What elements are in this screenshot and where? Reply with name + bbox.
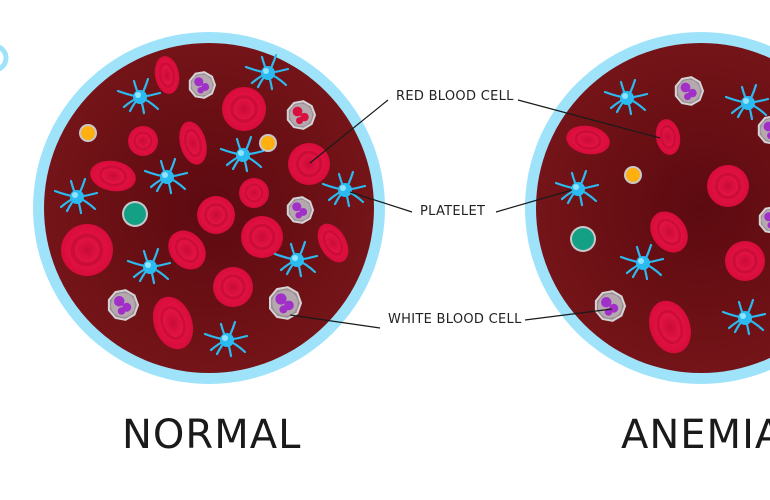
red-blood-cell bbox=[128, 126, 158, 156]
label-white-blood-cell: WHITE BLOOD CELL bbox=[388, 312, 522, 327]
leader-line bbox=[349, 191, 413, 213]
red-blood-cell bbox=[179, 121, 207, 165]
red-blood-cell bbox=[241, 216, 283, 258]
red-blood-cell bbox=[649, 300, 691, 354]
title-anemia: ANEMIA bbox=[621, 412, 770, 458]
granule-cell bbox=[259, 134, 277, 152]
leader-line bbox=[289, 314, 381, 329]
red-blood-cell bbox=[317, 223, 349, 263]
white-blood-cell bbox=[594, 290, 627, 322]
red-blood-cell bbox=[90, 160, 136, 192]
platelet bbox=[273, 240, 319, 278]
leader-line bbox=[495, 189, 573, 213]
normal-blood-sample bbox=[33, 32, 385, 384]
red-blood-cell bbox=[655, 119, 681, 155]
platelet bbox=[143, 157, 189, 195]
red-blood-cell bbox=[152, 296, 194, 350]
granule-cell bbox=[79, 124, 97, 142]
red-blood-cell bbox=[213, 267, 253, 307]
red-blood-cell bbox=[197, 196, 235, 234]
white-blood-cell bbox=[757, 115, 770, 145]
red-blood-cell bbox=[707, 165, 749, 207]
red-blood-cell bbox=[566, 125, 610, 155]
platelet bbox=[244, 53, 290, 91]
leader-line bbox=[524, 308, 613, 321]
platelet bbox=[116, 77, 162, 115]
label-red-blood-cell: RED BLOOD CELL bbox=[396, 89, 514, 104]
partial-dish-ring bbox=[0, 44, 9, 72]
platelet bbox=[603, 78, 649, 116]
anemia-blood-sample bbox=[525, 32, 770, 384]
white-blood-cell bbox=[286, 100, 317, 130]
red-blood-cell bbox=[222, 87, 266, 131]
white-blood-cell bbox=[758, 206, 770, 234]
lymphocyte bbox=[122, 201, 148, 227]
platelet bbox=[53, 177, 99, 215]
red-blood-cell bbox=[725, 241, 765, 281]
platelet bbox=[203, 320, 249, 358]
lymphocyte bbox=[570, 226, 596, 252]
white-blood-cell bbox=[269, 286, 303, 320]
white-blood-cell bbox=[107, 289, 140, 321]
white-blood-cell bbox=[674, 76, 705, 106]
platelet bbox=[721, 298, 767, 336]
leader-line bbox=[309, 99, 389, 164]
white-blood-cell bbox=[286, 196, 315, 224]
platelet bbox=[321, 170, 367, 208]
red-blood-cell bbox=[61, 224, 113, 276]
title-normal: NORMAL bbox=[122, 412, 302, 458]
platelet bbox=[219, 135, 265, 173]
platelet bbox=[619, 243, 665, 281]
platelet bbox=[724, 83, 770, 121]
plasma bbox=[536, 43, 770, 373]
platelet bbox=[126, 247, 172, 285]
granule-cell bbox=[624, 166, 642, 184]
red-blood-cell bbox=[168, 230, 206, 270]
red-blood-cell bbox=[154, 56, 180, 94]
platelet bbox=[554, 169, 600, 207]
red-blood-cell bbox=[288, 143, 330, 185]
red-blood-cell bbox=[239, 178, 269, 208]
white-blood-cell bbox=[188, 71, 217, 99]
label-platelet: PLATELET bbox=[420, 204, 486, 219]
leader-line bbox=[517, 99, 661, 139]
red-blood-cell bbox=[650, 211, 688, 253]
